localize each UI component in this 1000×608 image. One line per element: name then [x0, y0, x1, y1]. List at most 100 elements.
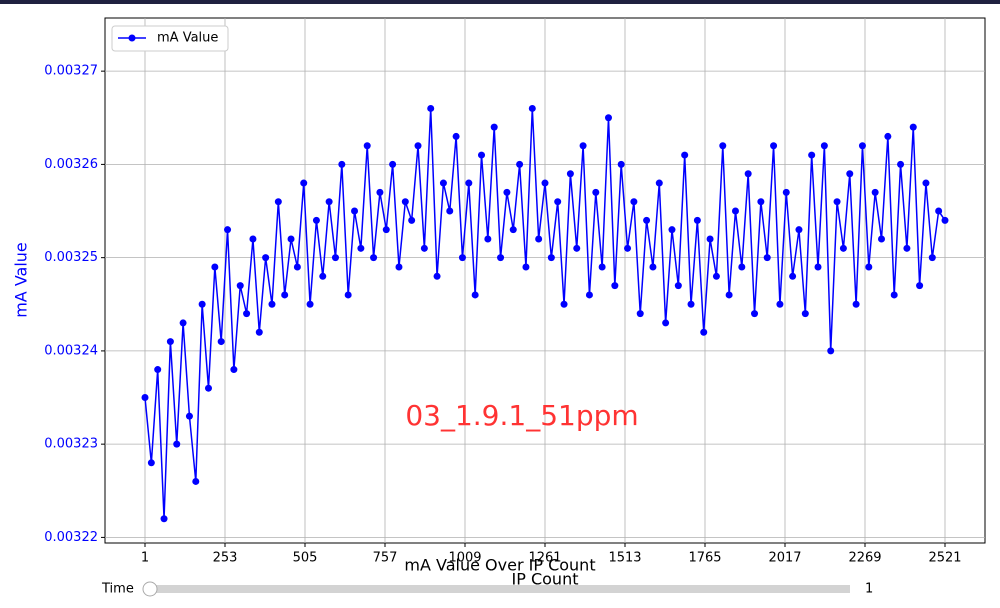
data-point: [179, 319, 187, 327]
data-point: [687, 300, 695, 308]
data-point: [446, 207, 454, 215]
slider-value: 1: [865, 582, 873, 597]
data-point: [185, 412, 193, 420]
data-point: [484, 235, 492, 243]
data-point: [585, 291, 593, 299]
data-point: [776, 300, 784, 308]
data-point: [357, 244, 365, 252]
x-tick-label: 253: [213, 551, 238, 566]
data-point: [268, 300, 276, 308]
data-point: [204, 384, 212, 392]
data-point: [351, 207, 359, 215]
data-point: [414, 142, 422, 150]
data-point: [554, 198, 562, 206]
data-point: [192, 477, 200, 485]
data-point: [243, 310, 251, 318]
data-point: [300, 179, 308, 187]
data-point: [820, 142, 828, 150]
data-point: [395, 263, 403, 271]
data-point: [497, 254, 505, 262]
data-point: [693, 216, 701, 224]
data-point: [230, 366, 238, 374]
data-point: [706, 235, 714, 243]
x-tick-label: 2269: [848, 551, 881, 566]
data-point: [636, 310, 644, 318]
data-point: [528, 104, 536, 112]
slider-track[interactable]: [150, 585, 850, 593]
legend-marker: [128, 34, 136, 42]
data-point: [370, 254, 378, 262]
data-point: [909, 123, 917, 131]
data-point: [312, 216, 320, 224]
data-point: [420, 244, 428, 252]
data-point: [649, 263, 657, 271]
data-point: [795, 226, 803, 234]
data-point: [465, 179, 473, 187]
x-tick-label: 2017: [768, 551, 801, 566]
x-tick-label: 1009: [448, 551, 481, 566]
data-point: [541, 179, 549, 187]
data-point: [611, 282, 619, 290]
data-point: [363, 142, 371, 150]
data-point: [344, 291, 352, 299]
x-tick-label: 1261: [528, 551, 561, 566]
data-point: [719, 142, 727, 150]
legend-box: [111, 25, 229, 52]
data-point: [852, 300, 860, 308]
data-point: [700, 328, 708, 336]
x-tick-label: 2521: [928, 551, 961, 566]
data-point: [160, 515, 168, 523]
data-point: [281, 291, 289, 299]
data-point: [579, 142, 587, 150]
data-point: [408, 216, 416, 224]
data-point: [458, 254, 466, 262]
data-point: [198, 300, 206, 308]
data-point: [255, 328, 263, 336]
data-point: [217, 338, 225, 346]
data-layer: [141, 104, 949, 523]
y-tick-label: 0.00327: [44, 64, 98, 79]
data-point: [890, 291, 898, 299]
data-point: [433, 272, 441, 280]
y-tick-label: 0.00324: [44, 343, 98, 358]
legend-label: mA Value: [157, 31, 218, 46]
y-tick-label: 0.00326: [44, 157, 98, 172]
y-tick-label: 0.00325: [44, 250, 98, 265]
data-point: [439, 179, 447, 187]
slider-handle[interactable]: [142, 581, 158, 597]
data-point: [509, 226, 517, 234]
data-point: [941, 216, 949, 224]
data-point: [166, 338, 174, 346]
data-point: [833, 198, 841, 206]
data-point: [744, 170, 752, 178]
data-point: [935, 207, 943, 215]
data-point: [389, 160, 397, 168]
data-point: [674, 282, 682, 290]
data-point: [725, 291, 733, 299]
data-point: [782, 188, 790, 196]
data-point: [478, 151, 486, 159]
data-point: [566, 170, 574, 178]
data-point: [211, 263, 219, 271]
x-tick-label: 1765: [688, 551, 721, 566]
data-point: [827, 347, 835, 355]
x-tick-label: 757: [373, 551, 398, 566]
data-point: [839, 244, 847, 252]
data-point: [865, 263, 873, 271]
data-point: [712, 272, 720, 280]
data-point: [770, 142, 778, 150]
legend: mA Value: [111, 25, 229, 52]
data-point: [668, 226, 676, 234]
data-point: [789, 272, 797, 280]
data-point: [751, 310, 759, 318]
data-point: [274, 198, 282, 206]
data-point: [224, 226, 232, 234]
y-tick-label: 0.00322: [44, 530, 98, 545]
data-point: [376, 188, 384, 196]
y-tick-label: 0.00323: [44, 437, 98, 452]
x-tick-label: 505: [293, 551, 318, 566]
data-point: [655, 179, 663, 187]
data-point: [757, 198, 765, 206]
data-point: [319, 272, 327, 280]
data-point: [147, 459, 155, 467]
